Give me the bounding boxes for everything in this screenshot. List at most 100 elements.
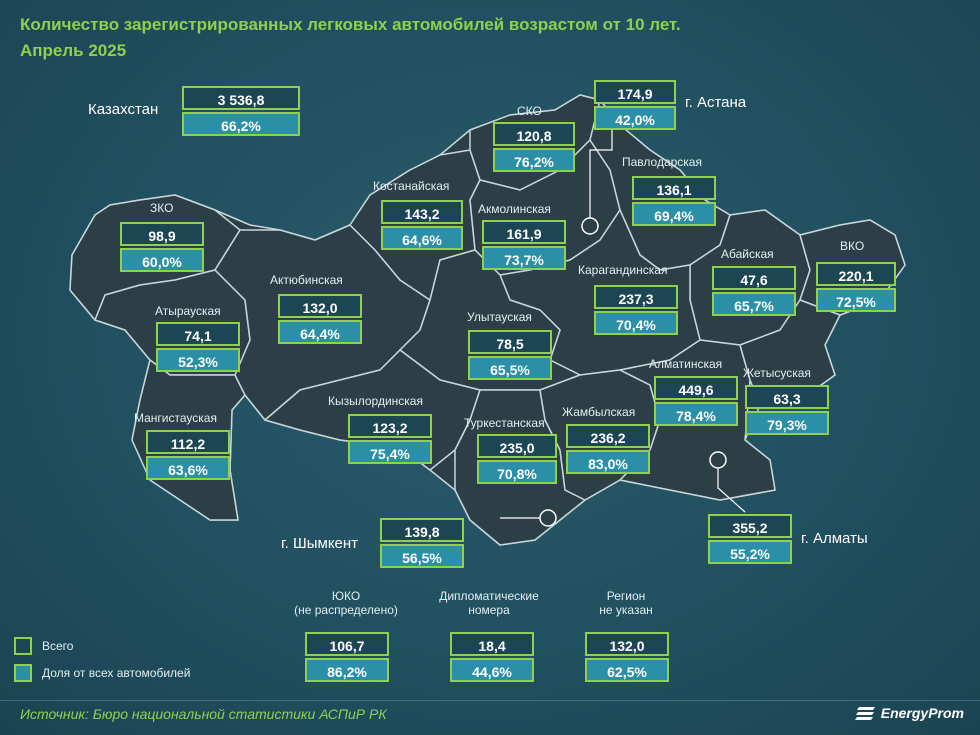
region-stat-mangystau: 112,2 63,6% [146,430,230,480]
region-stat-zko: 98,9 60,0% [120,222,204,272]
region-share-akmola: 73,7% [482,246,566,270]
region-stat-pavlodar: 136,1 69,4% [632,176,716,226]
region-stat-zhetysu: 63,3 79,3% [745,385,829,435]
region-share-pavlodar: 69,4% [632,202,716,226]
region-label-zhetysu: Жетысуская [743,366,811,380]
region-share-sko: 76,2% [493,148,575,172]
region-label-akmola: Акмолинская [478,202,551,216]
legend-total-label: Всего [42,639,74,653]
region-label-kyzylorda: Кызылординская [328,394,423,408]
region-stat-almaty: 449,6 78,4% [654,376,738,426]
region-total-turkestan: 235,0 [477,434,557,458]
extra-label-unknown-line1: Регион [606,589,646,603]
region-total-akmola: 161,9 [482,220,566,244]
extra-stat-diplomatic: 18,4 44,6% [450,632,534,682]
region-share-karaganda: 70,4% [594,311,678,335]
legend-total-swatch [14,637,32,655]
region-label-atyrau: Атырауская [155,304,221,318]
region-total-astana: 174,9 [594,80,676,104]
region-total-aktobe: 132,0 [278,294,362,318]
extra-label-unknown: Регион не указан [578,589,674,617]
region-stat-sko: 120,8 76,2% [493,122,575,172]
brand-logo: EnergyProm [854,704,964,722]
region-stat-abai: 47,6 65,7% [712,266,796,316]
region-total-pavlodar: 136,1 [632,176,716,200]
region-total-kyzylorda: 123,2 [348,414,432,438]
region-label-zko: ЗКО [150,201,174,215]
region-stat-akmola: 161,9 73,7% [482,220,566,270]
region-total-shymkent: 139,8 [380,518,464,542]
title-line-1: Количество зарегистрированных легковых а… [20,15,681,34]
country-label: Казахстан [88,101,159,118]
region-label-ulytau: Улытауская [467,310,532,324]
region-share-atyrau: 52,3% [156,348,240,372]
extra-total-diplomatic: 18,4 [450,632,534,656]
region-total-mangystau: 112,2 [146,430,230,454]
source-note: Источник: Бюро национальной статистики А… [20,706,387,722]
region-label-mangystau: Мангистауская [134,411,217,425]
region-label-karaganda: Карагандинская [578,263,668,277]
region-stat-atyrau: 74,1 52,3% [156,322,240,372]
region-stat-turkestan: 235,0 70,8% [477,434,557,484]
region-label-vko: ВКО [840,239,865,253]
extra-label-yuko-line2: (не распределено) [294,603,398,617]
region-stat-aktobe: 132,0 64,4% [278,294,362,344]
region-label-abai: Абайская [721,247,774,261]
region-share-almaty-city: 55,2% [708,540,792,564]
title-line-2: Апрель 2025 [20,41,127,60]
region-stat-ulytau: 78,5 65,5% [468,330,552,380]
legend-share-label: Доля от всех автомобилей [42,666,191,680]
region-total-karaganda: 237,3 [594,285,678,309]
region-stat-astana: 174,9 42,0% [594,80,676,130]
region-total-vko: 220,1 [816,262,896,286]
page-title: Количество зарегистрированных легковых а… [20,12,920,64]
region-share-astana: 42,0% [594,106,676,130]
region-stat-shymkent: 139,8 56,5% [380,518,464,568]
region-label-zhambyl: Жамбылская [562,405,636,419]
extra-share-unknown: 62,5% [585,658,669,682]
region-share-zhambyl: 83,0% [566,450,650,474]
region-stat-vko: 220,1 72,5% [816,262,896,312]
region-stat-almaty-city: 355,2 55,2% [708,514,792,564]
region-total-almaty: 449,6 [654,376,738,400]
region-share-aktobe: 64,4% [278,320,362,344]
region-share-shymkent: 56,5% [380,544,464,568]
region-stat-kyzylorda: 123,2 75,4% [348,414,432,464]
almaty-connector [717,468,746,513]
energyprom-logo-icon [854,707,875,720]
region-share-vko: 72,5% [816,288,896,312]
region-share-turkestan: 70,8% [477,460,557,484]
region-label-sko: СКО [517,104,542,118]
region-label-almaty-city: г. Алматы [801,530,868,547]
region-label-pavlodar: Павлодарская [622,155,702,169]
region-share-kyzylorda: 75,4% [348,440,432,464]
region-share-kostanay: 64,6% [381,226,463,250]
region-stat-zhambyl: 236,2 83,0% [566,424,650,474]
extra-label-diplomatic: Дипломатические номера [422,589,556,617]
region-share-zko: 60,0% [120,248,204,272]
legend-total: Всего [14,637,73,655]
region-total-kostanay: 143,2 [381,200,463,224]
region-label-kostanay: Костанайская [373,179,450,193]
extra-share-yuko: 86,2% [305,658,389,682]
extra-label-diplomatic-line1: Дипломатические [439,589,539,603]
region-total-zhambyl: 236,2 [566,424,650,448]
region-label-shymkent: г. Шымкент [281,535,359,552]
region-label-astana: г. Астана [685,94,747,111]
region-share-abai: 65,7% [712,292,796,316]
legend-share: Доля от всех автомобилей [14,664,190,682]
country-total: 3 536,8 [182,86,300,110]
extra-label-unknown-line2: не указан [599,603,653,617]
brand-logo-text: EnergyProm [880,705,964,721]
extra-total-unknown: 132,0 [585,632,669,656]
extra-total-yuko: 106,7 [305,632,389,656]
legend-share-swatch [14,664,32,682]
extra-stat-unknown: 132,0 62,5% [585,632,669,682]
region-total-sko: 120,8 [493,122,575,146]
extra-stat-yuko: 106,7 86,2% [305,632,389,682]
region-total-zhetysu: 63,3 [745,385,829,409]
region-total-ulytau: 78,5 [468,330,552,354]
region-share-ulytau: 65,5% [468,356,552,380]
region-total-atyrau: 74,1 [156,322,240,346]
region-stat-kostanay: 143,2 64,6% [381,200,463,250]
